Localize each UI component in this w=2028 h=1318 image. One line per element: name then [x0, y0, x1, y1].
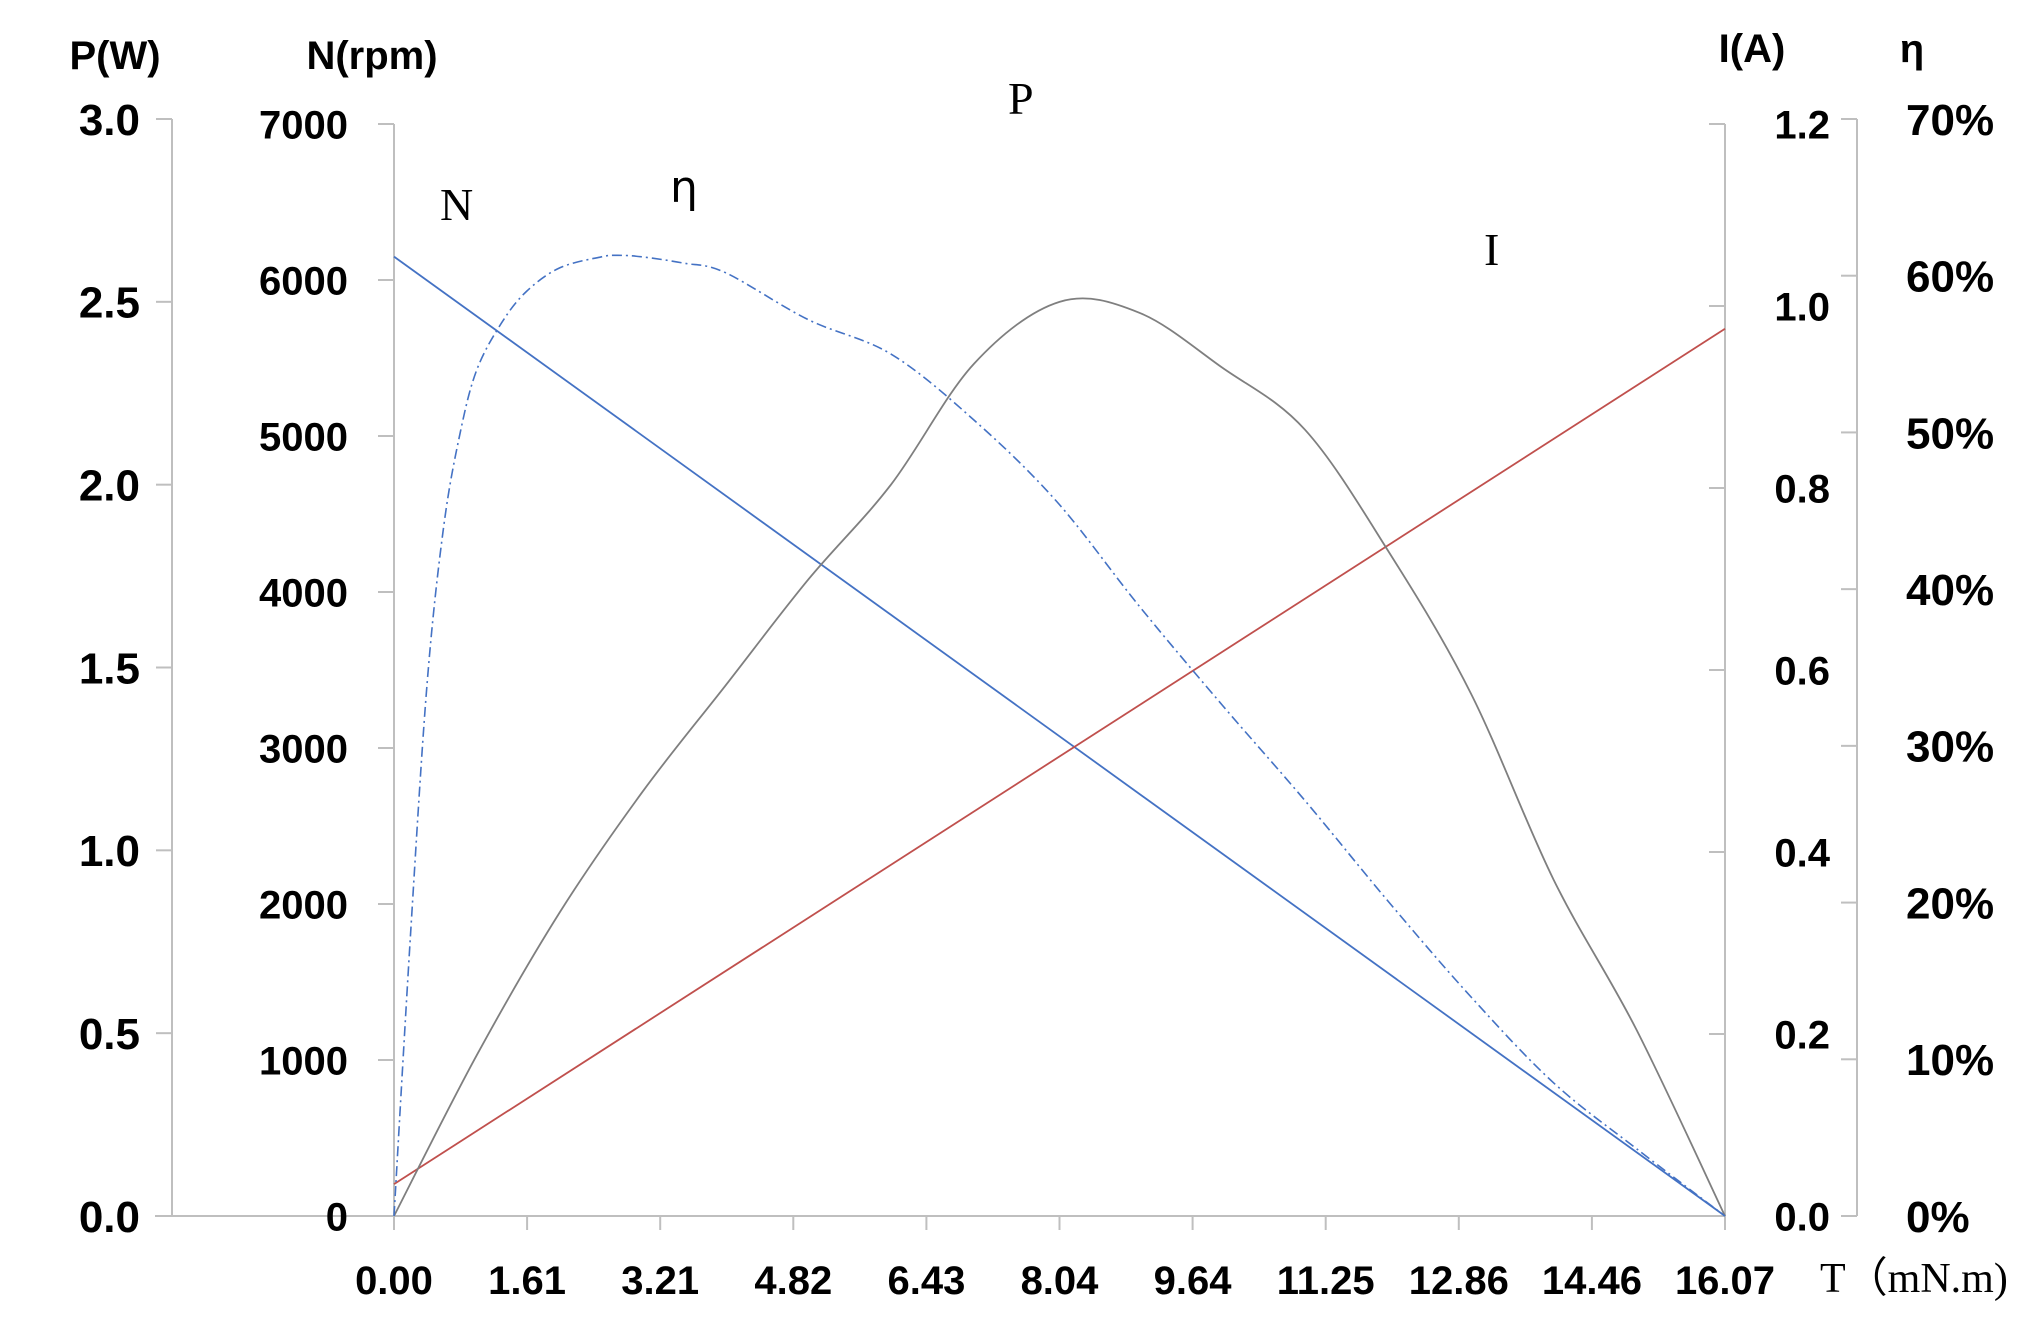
p-axis-tick-label: 2.5 [79, 279, 140, 328]
x-axis-tick-label: 11.25 [1277, 1259, 1375, 1303]
n-axis-tick-label: 5000 [259, 415, 348, 459]
eta-axis-tick-label: 20% [1906, 879, 1994, 928]
p-axis-tick-label: 2.0 [79, 462, 140, 511]
i-axis-tick-label: 0.2 [1774, 1013, 1830, 1057]
n-axis-tick-label: 3000 [259, 727, 348, 771]
eta-axis-tick-label: 40% [1906, 566, 1994, 615]
curve-label-n: N [440, 179, 473, 230]
n-axis-tick-label: 0 [326, 1195, 348, 1239]
x-axis-tick-label: 4.82 [754, 1259, 832, 1303]
i-axis-tick-label: 1.0 [1774, 285, 1830, 329]
p-axis-tick-label: 0.5 [79, 1010, 140, 1059]
eta-axis-tick-label: 60% [1906, 253, 1994, 302]
curve-label-i: I [1484, 224, 1499, 275]
x-axis-tick-label: 16.07 [1675, 1259, 1775, 1303]
curve-label-eta: η [670, 162, 698, 213]
eta-axis-tick-label: 50% [1906, 409, 1994, 458]
x-axis-tick-label: 1.61 [488, 1259, 566, 1303]
eta-axis-tick-label: 30% [1906, 723, 1994, 772]
i-axis-tick-label: 0.6 [1774, 649, 1830, 693]
eta-axis-tick-label: 70% [1906, 96, 1994, 145]
eta-axis-tick-label: 0% [1906, 1193, 1970, 1242]
x-axis-tick-label: 9.64 [1154, 1259, 1233, 1303]
i-axis-title: I(A) [1719, 27, 1786, 71]
n-axis-tick-label: 2000 [259, 883, 348, 927]
x-axis-title: T（mN.m) [1820, 1256, 2008, 1302]
series-p-line [393, 297, 1726, 1217]
i-axis-tick-label: 0.0 [1774, 1195, 1830, 1239]
x-axis-tick-label: 6.43 [887, 1259, 965, 1303]
n-axis-title: N(rpm) [306, 34, 437, 78]
x-axis-tick-label: 14.46 [1542, 1259, 1642, 1303]
eta-axis-title: η [1900, 27, 1924, 71]
x-axis-tick-label: 0.00 [355, 1259, 433, 1303]
i-axis-tick-label: 0.4 [1774, 831, 1830, 875]
x-axis-tick-label: 8.04 [1021, 1259, 1100, 1303]
series-i-line [393, 327, 1726, 1185]
p-axis-tick-label: 1.5 [79, 644, 140, 693]
ticks-layer: 0.0 0.5 1.0 1.5 2.0 2.5 3.0 0 1000 2000 3000 4000 50… [79, 96, 1994, 1303]
n-axis-tick-label: 6000 [259, 259, 348, 303]
x-axis-tick-label: 12.86 [1409, 1259, 1509, 1303]
p-axis-tick-label: 1.0 [79, 827, 140, 876]
p-axis-tick-label: 3.0 [79, 96, 140, 145]
series-layer [393, 254, 1726, 1217]
x-axis-tick-label: 3.21 [621, 1259, 699, 1303]
eta-axis-tick-label: 10% [1906, 1036, 1994, 1085]
i-axis-tick-label: 0.8 [1774, 467, 1830, 511]
n-axis-tick-label: 7000 [259, 103, 348, 147]
p-axis-tick-label: 0.0 [79, 1193, 140, 1242]
series-n-line [393, 255, 1726, 1217]
curve-label-p: P [1008, 73, 1034, 124]
n-axis-tick-label: 4000 [259, 571, 348, 615]
n-axis-tick-label: 1000 [259, 1039, 348, 1083]
p-axis-title: P(W) [69, 34, 160, 78]
i-axis-tick-label: 1.2 [1774, 103, 1830, 147]
series-eta-line [393, 254, 1726, 1217]
